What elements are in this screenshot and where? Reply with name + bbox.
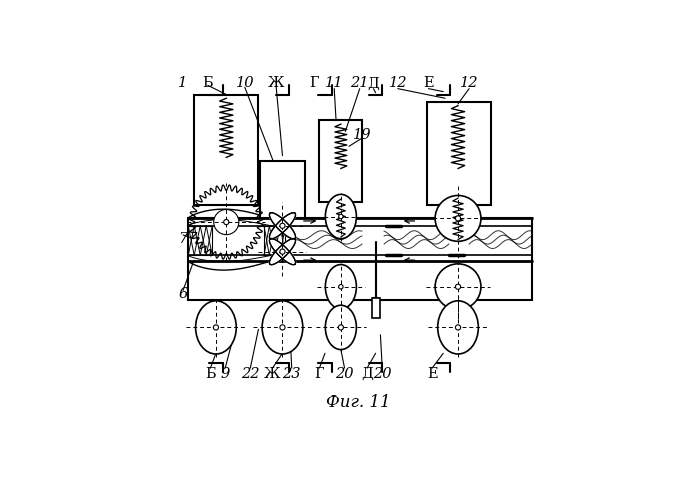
Polygon shape	[269, 213, 296, 239]
Ellipse shape	[438, 301, 478, 354]
Bar	[188, 226, 212, 255]
Circle shape	[435, 264, 481, 310]
Circle shape	[338, 214, 343, 219]
Circle shape	[456, 284, 461, 289]
Circle shape	[280, 223, 285, 228]
Polygon shape	[269, 213, 296, 239]
Circle shape	[435, 195, 481, 241]
Circle shape	[214, 209, 239, 235]
Bar	[260, 161, 305, 218]
Bar	[194, 95, 259, 205]
Circle shape	[456, 325, 461, 330]
Ellipse shape	[325, 264, 356, 309]
Text: Ж: Ж	[264, 367, 281, 381]
Text: Е: Е	[427, 367, 438, 381]
Text: Д: Д	[361, 367, 373, 381]
Ellipse shape	[262, 301, 303, 354]
Polygon shape	[269, 239, 296, 264]
Text: 12: 12	[389, 76, 407, 90]
Polygon shape	[269, 213, 296, 239]
Circle shape	[338, 285, 343, 289]
Polygon shape	[269, 239, 296, 264]
Circle shape	[338, 325, 343, 330]
Text: Е: Е	[423, 76, 434, 90]
Text: Б: Б	[203, 76, 213, 90]
Text: Д: Д	[368, 76, 380, 90]
Bar	[426, 102, 491, 205]
Text: Б: Б	[205, 367, 216, 381]
Ellipse shape	[325, 305, 356, 349]
Text: 19: 19	[353, 128, 371, 142]
Text: Г: Г	[309, 76, 319, 90]
Text: Фиг. 11: Фиг. 11	[326, 394, 391, 410]
Circle shape	[280, 249, 285, 254]
Text: 10: 10	[236, 76, 254, 90]
Polygon shape	[269, 239, 296, 264]
Text: Г: Г	[315, 367, 324, 381]
Bar	[188, 218, 532, 300]
Text: 20: 20	[336, 367, 354, 381]
Circle shape	[224, 219, 229, 225]
Polygon shape	[269, 239, 296, 264]
Polygon shape	[269, 213, 296, 239]
Text: 20: 20	[373, 367, 391, 381]
Text: 22: 22	[241, 367, 259, 381]
Ellipse shape	[325, 194, 356, 239]
Text: 6: 6	[178, 287, 187, 301]
Circle shape	[456, 216, 461, 221]
Text: 23: 23	[282, 367, 301, 381]
Text: Ж: Ж	[268, 76, 284, 90]
Bar	[372, 298, 380, 318]
Bar	[319, 120, 362, 202]
Text: 11: 11	[325, 76, 343, 90]
Text: 9: 9	[221, 367, 230, 381]
Text: 21: 21	[350, 76, 369, 90]
Text: 7: 7	[178, 232, 187, 246]
Circle shape	[280, 325, 285, 330]
Circle shape	[213, 325, 219, 330]
Bar	[264, 226, 285, 255]
Text: 1: 1	[178, 76, 187, 90]
Ellipse shape	[196, 301, 236, 354]
Text: 12: 12	[460, 76, 478, 90]
